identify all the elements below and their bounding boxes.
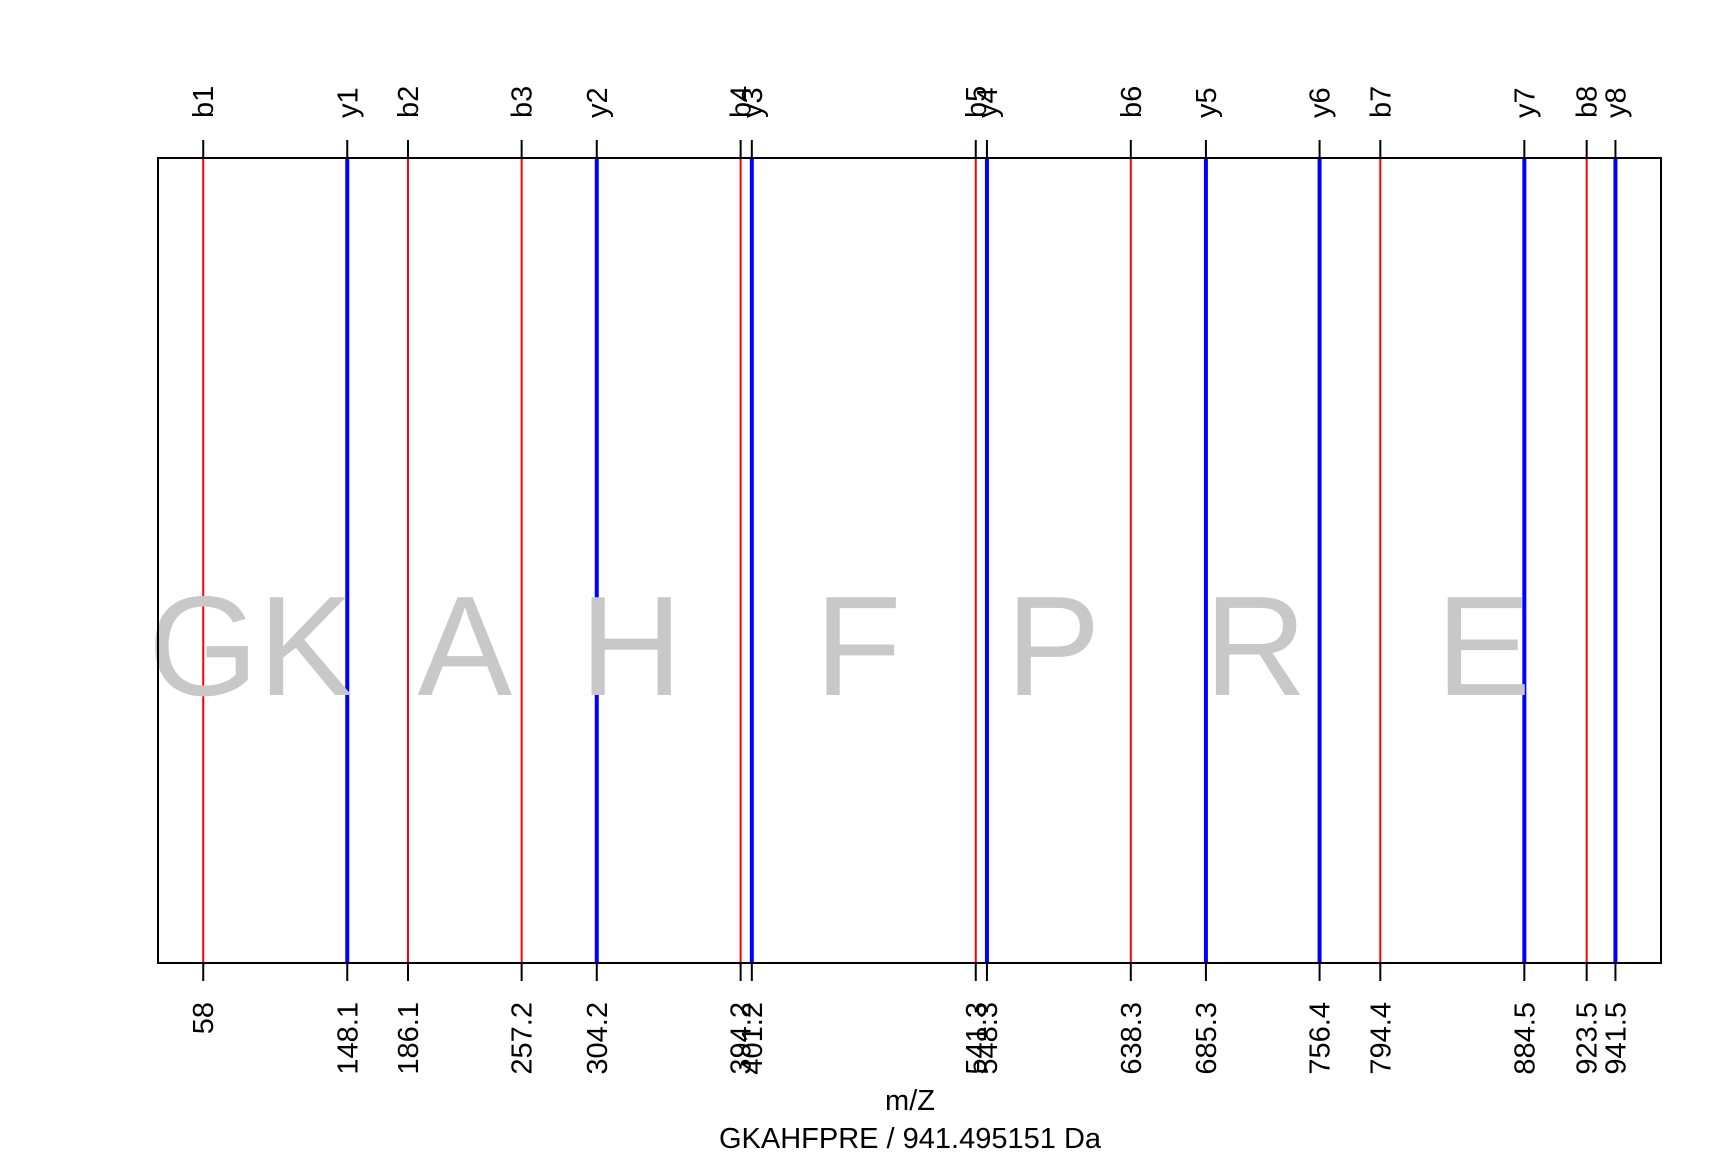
ion-label-b2: b2: [393, 86, 425, 118]
ion-label-y8: y8: [1600, 87, 1632, 118]
chart-title: GKAHFPRE / 941.495151 Da: [719, 1123, 1102, 1152]
plot-frame: [157, 157, 1662, 964]
mz-label-y7: 884.5: [1509, 1002, 1541, 1075]
ion-label-y1: y1: [332, 87, 364, 118]
mz-label-y4: 548.3: [972, 1002, 1004, 1075]
mz-label-y8: 941.5: [1600, 1002, 1632, 1075]
ion-label-y5: y5: [1191, 87, 1223, 118]
ion-label-b6: b6: [1116, 86, 1148, 118]
ion-label-y3: y3: [737, 87, 769, 118]
mz-label-b8: 923.5: [1572, 1002, 1604, 1075]
residue-letter-8: E: [1436, 567, 1531, 726]
ion-label-y4: y4: [972, 87, 1004, 118]
mz-label-b2: 186.1: [393, 1002, 425, 1075]
residue-letter-5: F: [815, 567, 902, 726]
ion-label-b8: b8: [1572, 86, 1604, 118]
ion-label-b4: b4: [726, 86, 758, 118]
residue-letter-7: R: [1204, 567, 1307, 726]
ion-label-b7: b7: [1365, 86, 1397, 118]
mz-label-y3: 401.2: [737, 1002, 769, 1075]
residue-letter-2: K: [258, 567, 353, 726]
residue-letter-4: H: [580, 567, 683, 726]
axis-ticks: b1 58 b2 186.1 b3 257.2 b4 394.2 b5 541.3 b6 638.3 b…: [188, 86, 1632, 1075]
mz-label-y2: 304.2: [582, 1002, 614, 1075]
residue-letter-1: G: [148, 567, 258, 726]
mz-label-b5: 541.3: [961, 1002, 993, 1075]
residue-letter-3: A: [417, 567, 512, 726]
mz-label-b3: 257.2: [507, 1002, 539, 1075]
ion-label-b5: b5: [961, 86, 993, 118]
mz-label-b1: 58: [188, 1002, 220, 1034]
mz-label-y6: 756.4: [1305, 1002, 1337, 1075]
mz-label-y5: 685.3: [1191, 1002, 1223, 1075]
fragment-lines: [202, 158, 1618, 963]
ion-label-b3: b3: [507, 86, 539, 118]
ion-label-y2: y2: [582, 87, 614, 118]
residue-letter-6: P: [1006, 567, 1101, 726]
ion-label-y6: y6: [1305, 87, 1337, 118]
ion-label-b1: b1: [188, 86, 220, 118]
mz-label-b4: 394.2: [726, 1002, 758, 1075]
mz-label-b6: 638.3: [1116, 1002, 1148, 1075]
mz-label-y1: 148.1: [332, 1002, 364, 1075]
ion-label-y7: y7: [1509, 87, 1541, 118]
mz-label-b7: 794.4: [1365, 1002, 1397, 1075]
x-axis-label: m/Z: [885, 1085, 935, 1117]
